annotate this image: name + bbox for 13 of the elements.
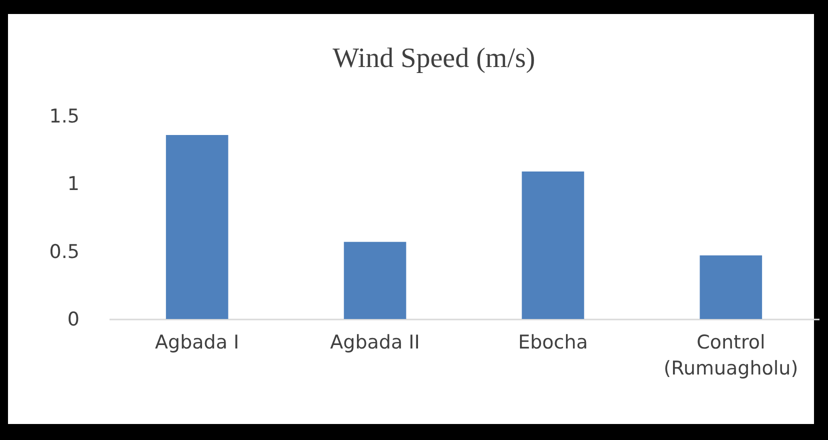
y-tick-label: 1.5 (49, 106, 80, 128)
bar (166, 134, 228, 319)
bar (522, 171, 584, 319)
y-tick-label: 0.5 (49, 240, 80, 263)
y-tick-label: 1 (67, 173, 80, 196)
x-tick-label: Control (Rumuagholu) (664, 332, 798, 380)
x-tick-label: Agbada I (155, 332, 240, 354)
x-tick-label: Ebocha (518, 332, 588, 354)
bar (344, 242, 406, 319)
x-tick-label: Agbada II (330, 332, 420, 354)
y-tick-label: 0 (67, 308, 80, 330)
chart-title: Wind Speed (m/s) (332, 43, 536, 74)
bar (700, 255, 762, 319)
